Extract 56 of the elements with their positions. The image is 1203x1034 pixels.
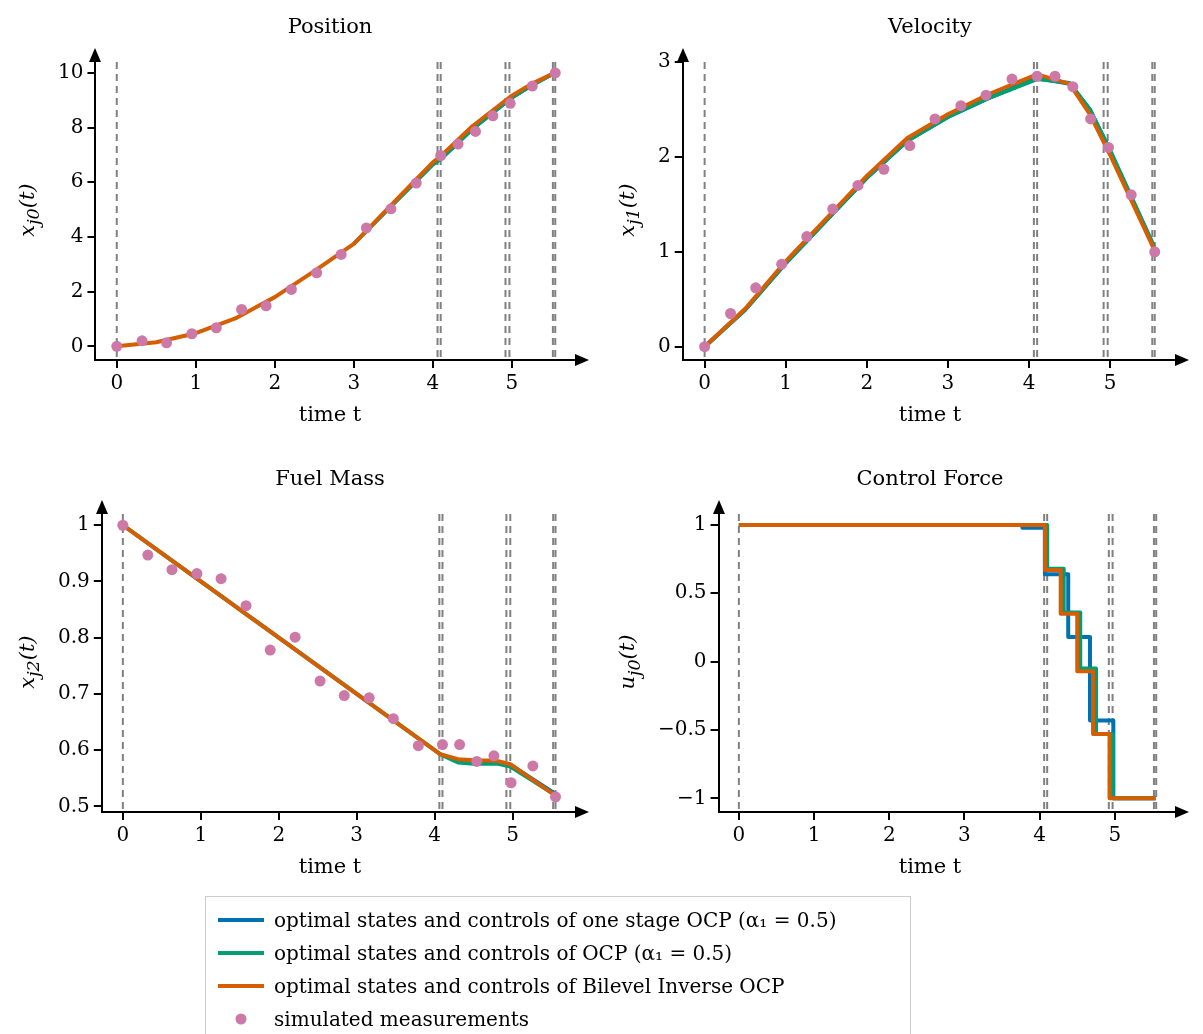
- y-tick-label: 0.7: [57, 680, 90, 705]
- x-axis-title: time t: [897, 402, 963, 426]
- x-axis-title: time t: [297, 402, 363, 426]
- x-tick-label: 1: [194, 822, 208, 847]
- x-tick-label: 4: [428, 822, 442, 847]
- x-tick-label: 1: [189, 370, 203, 395]
- y-tick-label: 0: [70, 332, 84, 357]
- chart-title: Control Force: [855, 466, 1005, 490]
- x-tick-label: 3: [958, 822, 971, 847]
- x-tick-label: 2: [268, 370, 282, 395]
- x-tick-label: 5: [1103, 370, 1117, 395]
- x-tick-label: 5: [1108, 822, 1122, 847]
- x-tick-label: 3: [941, 370, 955, 395]
- y-tick-label: 3: [657, 48, 671, 73]
- y-tick-label: 0: [657, 332, 671, 357]
- y-tick-label: 2: [657, 143, 671, 168]
- x-tick-label: 0: [732, 822, 746, 847]
- x-tick-label: 4: [1033, 822, 1047, 847]
- x-tick-label: 3: [350, 822, 364, 847]
- y-tick-label: 1: [693, 511, 707, 536]
- y-tick-label: 10: [58, 59, 84, 84]
- x-axis-title: time t: [297, 854, 363, 878]
- x-tick-label: 3: [347, 370, 361, 395]
- chart-title: Velocity: [886, 14, 973, 38]
- y-tick-label: 4: [70, 223, 84, 248]
- x-tick-label: 0: [110, 370, 124, 395]
- legend-label: optimal states and controls of OCP (α₁ = 0.5): [274, 940, 733, 965]
- x-tick-label: 5: [505, 370, 519, 395]
- y-tick-label: 0.5: [674, 579, 707, 604]
- y-tick-label: 1: [77, 511, 90, 536]
- legend-label: simulated measurements: [274, 1006, 530, 1031]
- x-axis-title: time t: [897, 854, 963, 878]
- y-tick-label: −1: [677, 784, 707, 809]
- x-tick-label: 2: [272, 822, 286, 847]
- legend-label: optimal states and controls of one stage OCP (α₁ = 0.5): [274, 907, 837, 932]
- x-tick-label: 0: [116, 822, 130, 847]
- x-tick-label: 2: [860, 370, 874, 395]
- x-tick-label: 4: [1022, 370, 1036, 395]
- x-tick-label: 4: [426, 370, 440, 395]
- x-tick-label: 2: [882, 822, 896, 847]
- y-tick-label: 0.8: [57, 623, 90, 648]
- x-tick-label: 5: [506, 822, 519, 847]
- y-tick-label: 0.9: [57, 567, 90, 592]
- y-tick-label: 2: [70, 277, 84, 302]
- y-tick-label: 1: [657, 238, 671, 263]
- y-tick-label: 8: [70, 113, 84, 138]
- y-tick-label: 0.6: [57, 736, 90, 761]
- y-tick-label: −0.5: [657, 716, 707, 741]
- y-tick-label: 0.5: [57, 792, 90, 817]
- chart-title: Fuel Mass: [274, 466, 386, 490]
- x-tick-label: 1: [807, 822, 821, 847]
- chart-title: Position: [286, 14, 374, 38]
- y-tick-label: 6: [70, 168, 84, 193]
- legend-label: optimal states and controls of Bilevel Inverse OCP: [274, 973, 785, 998]
- x-tick-label: 1: [779, 370, 793, 395]
- y-tick-label: 0: [693, 647, 707, 672]
